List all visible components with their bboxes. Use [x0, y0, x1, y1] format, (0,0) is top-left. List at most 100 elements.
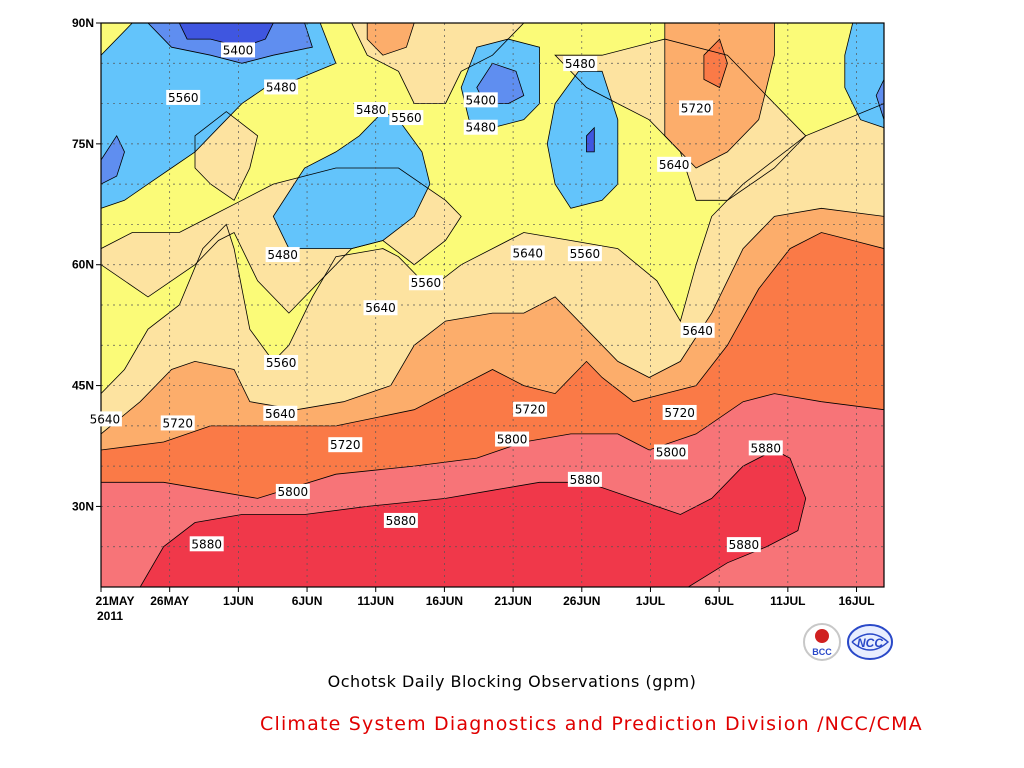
contour-line: [703, 38, 728, 89]
contour-label: 5640: [680, 322, 715, 338]
contour-label-bg: [87, 411, 122, 427]
contour-label-text: 5880: [191, 537, 222, 551]
contour-label: 5400: [221, 42, 256, 58]
contour-label-text: 5480: [465, 121, 496, 135]
contour-fills: [101, 23, 884, 587]
contour-label-bg: [328, 437, 363, 453]
y-tick-label: 30N: [72, 499, 94, 513]
x-tick-label: 1JUN: [223, 594, 254, 608]
contour-label-text: 5800: [278, 485, 309, 499]
contour-fill-region: [664, 23, 775, 168]
contour-label-bg: [654, 444, 689, 460]
contour-label: 5880: [726, 537, 761, 553]
contour-label-bg: [383, 512, 418, 528]
contour-fill-region: [703, 39, 728, 88]
contour-label-bg: [726, 537, 761, 553]
contour-label-text: 5480: [267, 248, 298, 262]
contour-line: [546, 70, 619, 209]
contour-label-bg: [264, 79, 299, 95]
contour-label-bg: [354, 102, 389, 118]
contour-line: [351, 23, 525, 104]
contour-line: [139, 449, 807, 587]
contour-label-bg: [166, 89, 201, 105]
contour-label-bg: [264, 355, 299, 371]
contour-label: 5560: [389, 110, 424, 126]
contour-fill-region: [101, 23, 336, 209]
contour-label-bg: [160, 415, 195, 431]
y-axis: 90N 75N 60N 45N 30N: [72, 16, 101, 513]
contour-label: 5480: [265, 247, 300, 263]
chart-title: Ochotsk Daily Blocking Observations (gpm…: [327, 672, 697, 691]
contour-label-text: 5640: [365, 301, 396, 315]
contour-label-bg: [463, 92, 498, 108]
x-tick-label: 26JUN: [563, 594, 600, 608]
contour-labels: 5400 5480 5560 5480 5560 5400 5480 5480 5720 5640…: [87, 42, 783, 553]
plot-frame: [100, 22, 885, 588]
contour-label-bg: [679, 100, 714, 116]
contour-label-bg: [513, 401, 548, 417]
contour-label-bg: [408, 275, 443, 291]
x-tick-label: 1JUL: [636, 594, 665, 608]
contour-label-text: 5560: [391, 111, 422, 125]
contour-fill-region: [140, 450, 806, 587]
contour-label: 5560: [567, 246, 602, 262]
contour-label-text: 5880: [570, 473, 601, 487]
contour-label: 5720: [160, 415, 195, 431]
contour-label-bg: [567, 471, 602, 487]
contour-label-bg: [263, 405, 298, 421]
contour-label-text: 5480: [565, 57, 596, 71]
contour-label: 5640: [87, 411, 122, 427]
y-tick-label: 60N: [72, 258, 94, 272]
contour-label: 5640: [510, 245, 545, 261]
contour-fill-region: [547, 71, 618, 209]
contour-label-bg: [189, 536, 224, 552]
contour-label-bg: [463, 119, 498, 135]
contour-label-bg: [680, 322, 715, 338]
x-tick-label: 26MAY: [150, 594, 189, 608]
contour-fill-region: [101, 135, 125, 185]
svg-text:NCC: NCC: [857, 636, 883, 650]
x-tick-label: 11JUL: [770, 594, 805, 608]
contour-label-text: 5560: [570, 247, 601, 261]
contour-label-bg: [221, 42, 256, 58]
contour-label-bg: [363, 300, 398, 316]
contour-label: 5480: [563, 56, 598, 72]
contour-label: 5800: [495, 431, 530, 447]
contour-fill-region: [179, 23, 274, 48]
contour-line: [101, 232, 884, 587]
x-tick-label: 16JUL: [839, 594, 875, 608]
x-tick-label: 11JUN: [357, 594, 394, 608]
contour-label: 5560: [408, 275, 443, 291]
contour-label-text: 5640: [659, 158, 690, 172]
contour-label: 5560: [264, 355, 299, 371]
contour-label-text: 5400: [465, 93, 496, 107]
contour-label-bg: [510, 245, 545, 261]
contour-line: [844, 23, 884, 129]
contour-fill-region: [586, 127, 595, 152]
contour-label-text: 5480: [356, 103, 387, 117]
contour-label: 5480: [463, 119, 498, 135]
contour-label: 5720: [328, 437, 363, 453]
contour-line: [875, 79, 884, 120]
contour-label-text: 5800: [497, 433, 528, 447]
ncc-logo: NCC: [846, 622, 894, 662]
contour-label: 5640: [363, 300, 398, 316]
contour-label-bg: [748, 440, 783, 456]
contour-label-text: 5720: [162, 416, 193, 430]
contour-label: 5400: [463, 92, 498, 108]
contour-label-bg: [495, 431, 530, 447]
contour-label-text: 5640: [512, 246, 543, 260]
contour-label-text: 5560: [168, 91, 199, 105]
contour-label-text: 5880: [729, 538, 760, 552]
contour-line: [147, 23, 313, 64]
contour-label: 5720: [662, 404, 697, 420]
contour-line: [101, 23, 884, 395]
contour-label: 5480: [354, 102, 389, 118]
contour-label-text: 5880: [386, 514, 417, 528]
bcc-logo: BCC: [802, 622, 842, 662]
contour-label-text: 5480: [266, 80, 297, 94]
x-tick-label: 6JUN: [292, 594, 323, 608]
contour-label-bg: [563, 56, 598, 72]
contour-label: 5800: [654, 444, 689, 460]
